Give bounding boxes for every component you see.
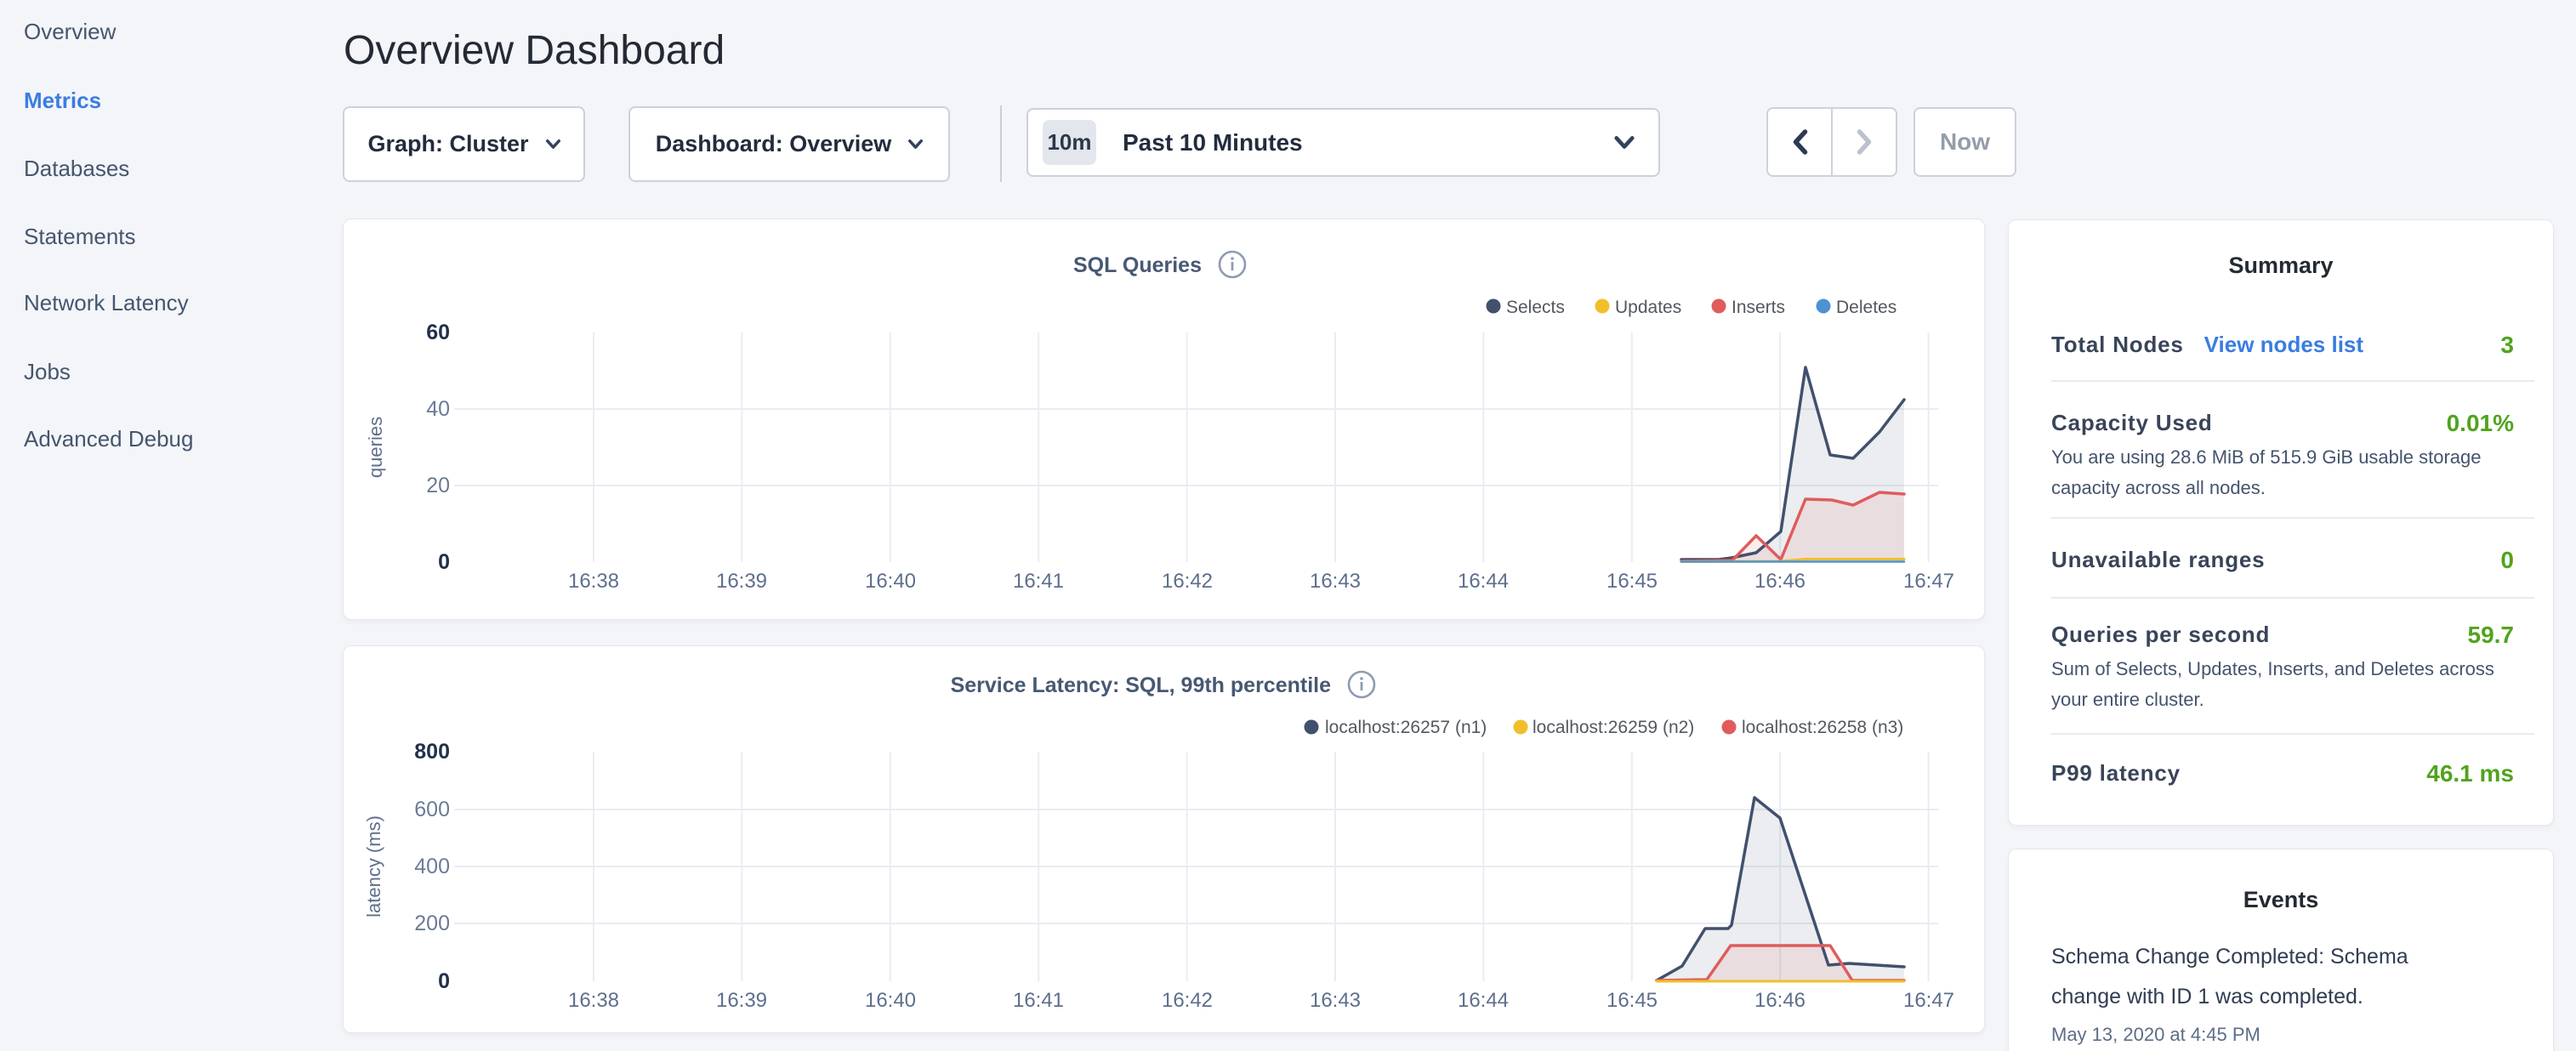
svg-text:16:45: 16:45 [1606, 989, 1658, 1012]
svg-text:16:39: 16:39 [716, 989, 767, 1012]
svg-text:60: 60 [426, 321, 450, 344]
svg-text:16:43: 16:43 [1310, 570, 1361, 593]
svg-text:0: 0 [438, 550, 450, 574]
svg-text:16:38: 16:38 [568, 570, 619, 593]
svg-text:Service Latency: SQL, 99th per: Service Latency: SQL, 99th percentile [951, 673, 1331, 697]
svg-text:Updates: Updates [1615, 298, 1681, 317]
svg-text:16:42: 16:42 [1162, 570, 1213, 593]
svg-text:40: 40 [426, 397, 450, 421]
svg-text:queries: queries [365, 417, 386, 478]
svg-text:Deletes: Deletes [1836, 298, 1896, 317]
svg-text:localhost:26258 (n3): localhost:26258 (n3) [1742, 718, 1903, 737]
svg-text:Inserts: Inserts [1732, 298, 1785, 317]
svg-text:Selects: Selects [1506, 298, 1565, 317]
svg-text:16:46: 16:46 [1754, 570, 1805, 593]
svg-text:16:47: 16:47 [1903, 570, 1954, 593]
svg-text:16:44: 16:44 [1458, 989, 1509, 1012]
svg-text:16:38: 16:38 [568, 989, 619, 1012]
svg-text:16:40: 16:40 [865, 989, 916, 1012]
svg-text:200: 200 [414, 912, 450, 935]
svg-text:600: 600 [414, 798, 450, 821]
svg-text:16:44: 16:44 [1458, 570, 1509, 593]
svg-text:0: 0 [438, 969, 450, 993]
svg-text:SQL Queries: SQL Queries [1073, 253, 1202, 277]
svg-text:16:41: 16:41 [1013, 570, 1064, 593]
svg-text:localhost:26257 (n1): localhost:26257 (n1) [1325, 718, 1487, 737]
svg-text:16:39: 16:39 [716, 570, 767, 593]
svg-text:16:47: 16:47 [1903, 989, 1954, 1012]
svg-text:20: 20 [426, 474, 450, 497]
svg-text:400: 400 [414, 855, 450, 878]
svg-text:800: 800 [414, 740, 450, 764]
svg-text:16:45: 16:45 [1606, 570, 1658, 593]
svg-text:16:46: 16:46 [1754, 989, 1805, 1012]
svg-text:16:42: 16:42 [1162, 989, 1213, 1012]
svg-text:latency (ms): latency (ms) [363, 815, 384, 917]
svg-text:16:41: 16:41 [1013, 989, 1064, 1012]
svg-text:localhost:26259 (n2): localhost:26259 (n2) [1533, 718, 1694, 737]
svg-text:16:43: 16:43 [1310, 989, 1361, 1012]
svg-text:16:40: 16:40 [865, 570, 916, 593]
